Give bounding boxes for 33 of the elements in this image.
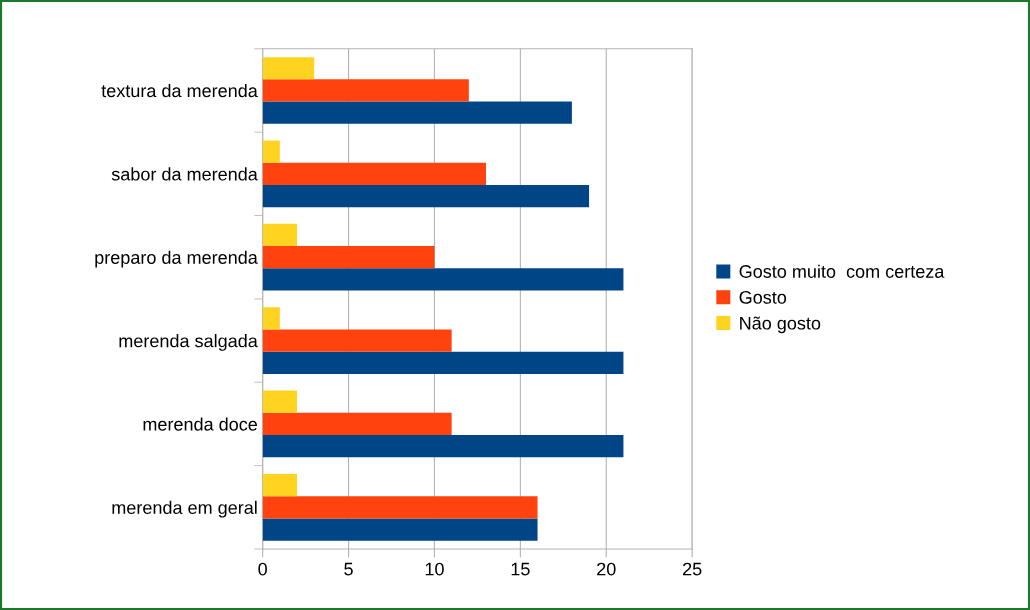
bar	[262, 101, 572, 124]
bar	[262, 79, 469, 102]
bar	[262, 496, 538, 519]
bar	[262, 329, 452, 352]
bar	[262, 223, 298, 247]
bar	[262, 57, 315, 80]
legend-label: Não gosto	[740, 316, 821, 334]
y-tick-label: sabor da merenda	[111, 167, 258, 181]
bar	[262, 268, 624, 291]
y-tick-label: merenda salgada	[119, 334, 258, 351]
bar	[262, 412, 452, 436]
bar	[262, 162, 486, 185]
y-tick-label: preparo da merenda	[95, 250, 258, 268]
legend-label: Gosto	[739, 290, 787, 304]
bar	[262, 518, 538, 541]
x-tick-label: 5	[344, 562, 353, 576]
x-tick-label: 0	[258, 562, 267, 576]
x-tick-label: 25	[683, 562, 702, 576]
bar	[262, 473, 298, 497]
legend-label: Gosto muito com certeza	[739, 264, 945, 278]
bar	[262, 390, 298, 413]
bar	[262, 246, 435, 269]
x-tick-label: 20	[597, 562, 616, 576]
y-tick-label: merenda doce	[143, 417, 257, 431]
bar	[262, 351, 624, 374]
bar	[262, 435, 624, 458]
bar	[262, 184, 590, 208]
y-tick-label: merenda em geral	[112, 500, 257, 518]
y-tick-label: textura da merenda	[101, 83, 258, 98]
bar	[262, 307, 280, 330]
x-tick-label: 10	[425, 562, 444, 576]
bar	[262, 140, 280, 163]
x-tick-label: 15	[511, 562, 530, 576]
